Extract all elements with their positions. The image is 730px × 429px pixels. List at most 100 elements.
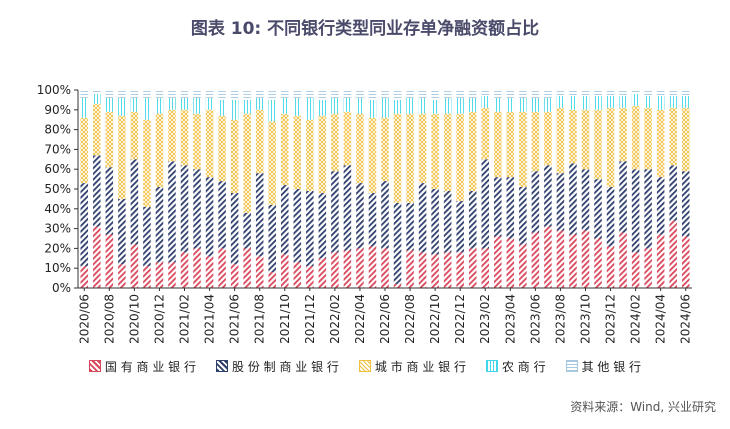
bar-segment-s2-2024/02 bbox=[631, 105, 640, 170]
bar-segment-s0-2022/10 bbox=[431, 254, 439, 288]
bar-segment-s4-2021/08 bbox=[255, 90, 264, 98]
bar-segment-s0-2024/02 bbox=[631, 252, 640, 288]
legend-label: 农 商 行 bbox=[501, 360, 546, 374]
bar-segment-s4-2024/02 bbox=[631, 90, 640, 94]
bar-segment-s1-2023/08 bbox=[556, 173, 565, 231]
bar-segment-s0-2023/08 bbox=[556, 230, 565, 288]
bar-segment-s3-2023/07 bbox=[544, 97, 552, 112]
bar-segment-s2-2020/06 bbox=[80, 117, 89, 184]
bar-segment-s3-2021/06 bbox=[230, 99, 239, 120]
bar-segment-s0-2020/10 bbox=[130, 244, 139, 288]
bar-segment-s1-2024/01 bbox=[619, 161, 627, 233]
bar-segment-s3-2021/07 bbox=[243, 99, 251, 114]
bar-segment-s2-2020/10 bbox=[130, 111, 139, 160]
bar-segment-s0-2022/02 bbox=[331, 252, 339, 288]
bar-segment-s4-2020/06 bbox=[80, 90, 89, 98]
bar-segment-s3-2023/02 bbox=[481, 95, 490, 108]
bar-segment-s1-2023/12 bbox=[606, 187, 615, 247]
bar-segment-s1-2024/02 bbox=[631, 169, 640, 253]
bar-segment-s2-2020/08 bbox=[105, 111, 114, 168]
bar-segment-s0-2021/04 bbox=[205, 256, 214, 288]
bar-segment-s1-2021/06 bbox=[230, 192, 239, 265]
bar-segment-s1-2022/01 bbox=[318, 192, 327, 259]
axes-group: 0% 10% 20% 30% 40% 50% 60% 70% 80% 90% 100% 2020/06… bbox=[37, 83, 693, 344]
bar-segment-s3-2023/03 bbox=[494, 97, 502, 112]
x-tick-label: 2024/06 bbox=[679, 294, 693, 344]
bar-segment-s0-2021/11 bbox=[293, 262, 302, 288]
bar-segment-s3-2021/02 bbox=[180, 97, 189, 110]
bar-segment-s2-2021/06 bbox=[230, 119, 239, 193]
x-tick-label: 2023/04 bbox=[503, 294, 517, 344]
x-tick-label: 2021/02 bbox=[178, 294, 192, 344]
x-tick-label: 2023/06 bbox=[528, 294, 542, 344]
bar-segment-s1-2021/05 bbox=[218, 181, 226, 249]
bar-segment-s3-2022/02 bbox=[331, 97, 339, 114]
bar-segment-s3-2023/04 bbox=[506, 97, 515, 112]
bar-segment-s4-2022/09 bbox=[418, 90, 427, 98]
y-tick-label: 70% bbox=[44, 142, 71, 156]
bar-segment-s3-2022/04 bbox=[356, 97, 364, 114]
bar-segment-s3-2023/01 bbox=[468, 97, 477, 112]
bar-segment-s1-2021/12 bbox=[306, 190, 314, 267]
bar-segment-s4-2023/03 bbox=[494, 90, 502, 98]
legend-label: 其 他 银 行 bbox=[581, 360, 642, 374]
bar-segment-s4-2022/08 bbox=[406, 90, 414, 98]
bar-segment-s1-2021/01 bbox=[168, 161, 176, 263]
bar-segment-s2-2020/12 bbox=[155, 113, 164, 188]
bar-segment-s3-2022/06 bbox=[381, 97, 389, 118]
bar-segment-s1-2020/08 bbox=[105, 167, 114, 235]
legend-swatch bbox=[565, 360, 578, 372]
legend-label: 国 有 商 业 银 行 bbox=[104, 360, 196, 374]
x-tick-label: 2021/06 bbox=[228, 294, 242, 344]
x-tick-label: 2024/04 bbox=[654, 294, 668, 344]
bar-segment-s4-2021/02 bbox=[180, 90, 189, 98]
bar-segment-s2-2022/10 bbox=[431, 113, 439, 189]
bar-segment-s0-2022/11 bbox=[443, 252, 452, 288]
bar-segment-s1-2022/02 bbox=[331, 171, 339, 253]
bar-segment-s3-2024/03 bbox=[644, 95, 652, 108]
bar-segment-s0-2024/05 bbox=[669, 220, 677, 288]
bar-segment-s0-2020/06 bbox=[80, 266, 89, 288]
bar-segment-s2-2023/02 bbox=[481, 107, 490, 160]
bar-segment-s1-2023/07 bbox=[544, 165, 552, 227]
x-tick-label: 2024/02 bbox=[629, 294, 643, 344]
x-tick-label: 2021/10 bbox=[278, 294, 292, 344]
bar-segment-s2-2023/09 bbox=[569, 109, 577, 164]
y-tick-label: 80% bbox=[44, 123, 71, 137]
bar-segment-s1-2020/06 bbox=[80, 183, 89, 267]
bar-segment-s0-2023/12 bbox=[606, 246, 615, 288]
x-tick-label: 2022/02 bbox=[328, 294, 342, 344]
bar-segment-s2-2023/08 bbox=[556, 107, 565, 174]
bar-segment-s2-2022/11 bbox=[443, 113, 452, 191]
bar-segment-s3-2024/05 bbox=[669, 95, 677, 108]
bar-segment-s1-2023/02 bbox=[481, 159, 490, 249]
legend-item-s2: 城 市 商 业 银 行 bbox=[358, 358, 466, 375]
bar-segment-s2-2023/01 bbox=[468, 111, 477, 191]
legend-swatch bbox=[216, 360, 228, 372]
bar-segment-s4-2021/09 bbox=[268, 90, 276, 100]
bar-segment-s0-2021/06 bbox=[230, 264, 239, 288]
bar-segment-s2-2024/06 bbox=[681, 107, 690, 172]
bar-segment-s0-2021/10 bbox=[281, 254, 289, 288]
bar-segment-s2-2021/05 bbox=[218, 115, 226, 182]
bar-segment-s3-2021/03 bbox=[193, 97, 201, 114]
bar-segment-s4-2021/03 bbox=[193, 90, 201, 98]
y-tick-label: 40% bbox=[44, 202, 71, 216]
bar-segment-s2-2023/12 bbox=[606, 107, 615, 188]
bar-segment-s1-2022/11 bbox=[443, 190, 452, 253]
bar-segment-s0-2020/11 bbox=[143, 266, 151, 288]
bar-segment-s3-2022/03 bbox=[343, 97, 352, 112]
bar-segment-s1-2023/04 bbox=[506, 177, 515, 239]
bar-segment-s4-2022/11 bbox=[443, 90, 452, 98]
bar-segment-s0-2022/05 bbox=[368, 246, 377, 288]
y-tick-label: 30% bbox=[44, 222, 71, 236]
bar-segment-s0-2022/12 bbox=[456, 252, 464, 288]
bar-segment-s0-2023/06 bbox=[531, 232, 540, 288]
bar-segment-s4-2020/09 bbox=[118, 90, 126, 98]
bar-segment-s1-2022/05 bbox=[368, 192, 377, 247]
bar-segment-s4-2022/03 bbox=[343, 90, 352, 98]
x-tick-label: 2023/12 bbox=[604, 294, 618, 344]
bar-segment-s3-2023/05 bbox=[519, 97, 527, 112]
bar-segment-s3-2020/08 bbox=[105, 97, 114, 112]
